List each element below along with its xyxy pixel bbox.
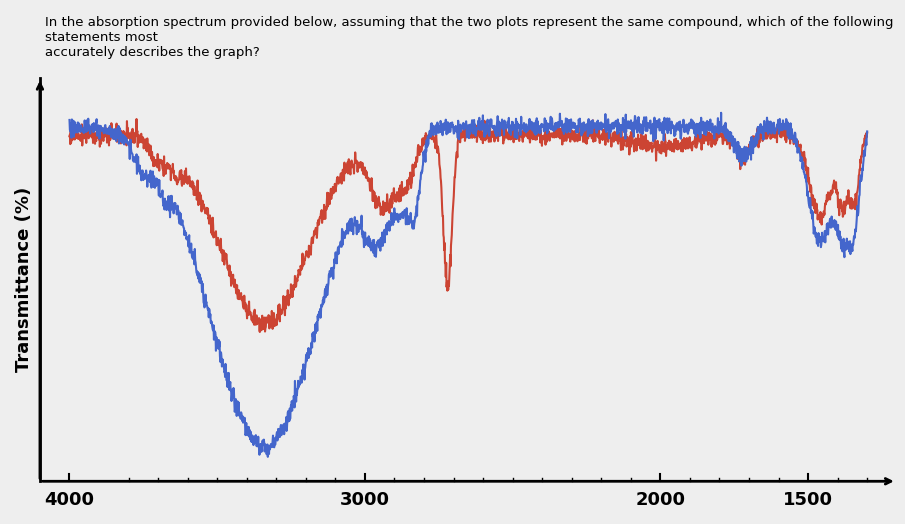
Y-axis label: Transmittance (%): Transmittance (%) (15, 187, 33, 372)
Text: In the absorption spectrum provided below, assuming that the two plots represent: In the absorption spectrum provided belo… (45, 16, 894, 59)
